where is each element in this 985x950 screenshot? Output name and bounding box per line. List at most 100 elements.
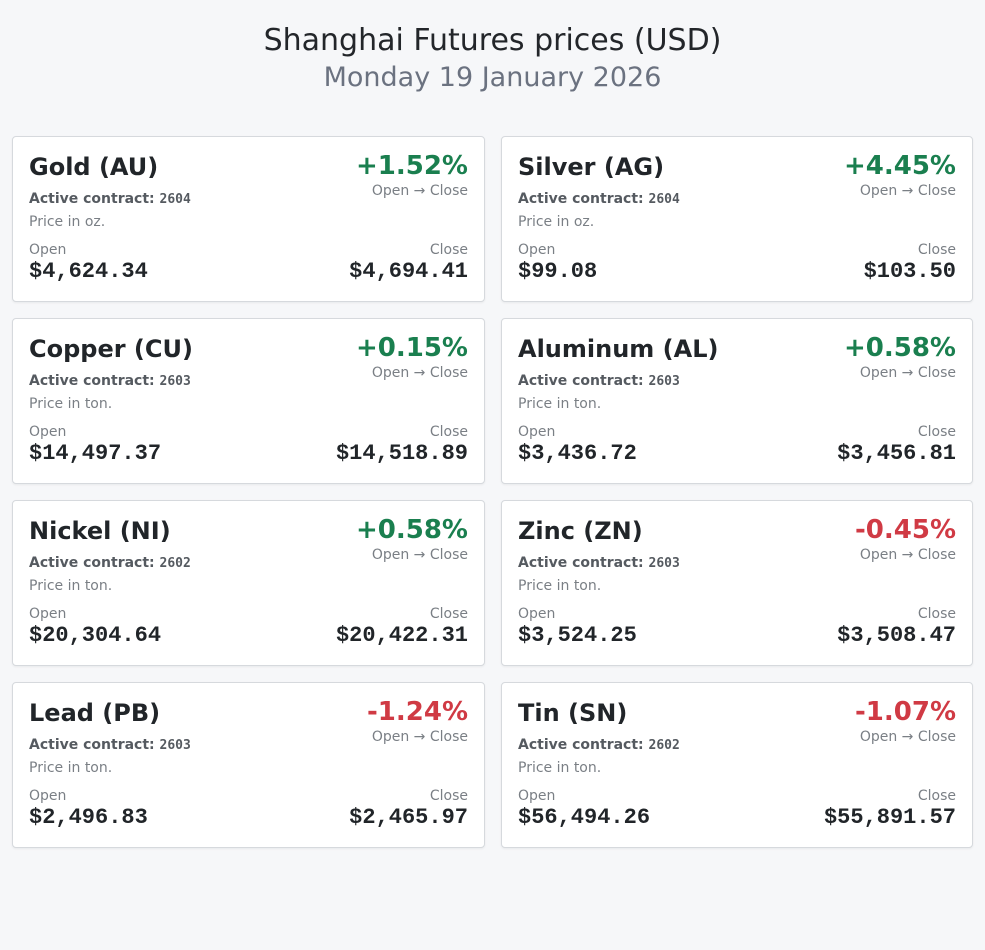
active-contract-code: 2603 [648,374,680,389]
open-label: Open [518,242,556,258]
commodity-name: Lead (PB) [29,699,161,727]
close-label: Close [917,606,956,622]
price-unit: Price in ton. [29,760,113,776]
open-label: Open [518,424,556,440]
open-price: $14,497.37 [29,441,162,466]
open-label: Open [29,424,67,440]
close-price: $2,465.97 [349,805,468,830]
price-unit: Price in oz. [518,214,595,230]
close-price: $14,518.89 [335,441,468,466]
close-label: Close [429,424,468,440]
close-price: $20,422.31 [335,623,468,648]
active-contract: Active contract: 2603 [518,372,680,391]
active-contract: Active contract: 2603 [518,554,680,573]
price-change-percent: +1.52% [356,151,468,181]
open-label: Open [29,242,67,258]
active-contract: Active contract: 2604 [518,190,680,209]
price-unit: Price in oz. [29,214,106,230]
active-contract: Active contract: 2602 [518,736,680,755]
active-contract: Active contract: 2603 [29,372,191,391]
futures-card: Zinc (ZN) -0.45% Open → Close Active con… [501,500,973,666]
futures-card: Gold (AU) +1.52% Open → Close Active con… [12,136,485,302]
open-label: Open [29,788,67,804]
change-caption: Open → Close [371,183,468,199]
active-contract-label: Active contract: [29,555,155,571]
active-contract-code: 2603 [648,556,680,571]
open-price: $20,304.64 [29,623,162,648]
close-price: $103.50 [863,259,956,284]
change-caption: Open → Close [859,183,956,199]
commodity-name: Nickel (NI) [29,517,171,545]
close-price: $3,456.81 [837,441,956,466]
price-change-percent: +0.15% [356,333,468,363]
price-unit: Price in ton. [518,760,602,776]
price-unit: Price in ton. [518,578,602,594]
change-caption: Open → Close [859,365,956,381]
close-label: Close [429,242,468,258]
active-contract-label: Active contract: [29,373,155,389]
open-price: $56,494.26 [518,805,651,830]
change-caption: Open → Close [371,547,468,563]
price-unit: Price in ton. [518,396,602,412]
close-label: Close [429,788,468,804]
active-contract-code: 2603 [159,374,191,389]
commodity-name: Tin (SN) [518,699,628,727]
page-date: Monday 19 January 2026 [323,62,662,93]
active-contract-code: 2604 [648,192,680,207]
commodity-name: Zinc (ZN) [518,517,643,545]
active-contract: Active contract: 2604 [29,190,191,209]
active-contract-code: 2603 [159,738,191,753]
open-label: Open [518,788,556,804]
futures-card: Silver (AG) +4.45% Open → Close Active c… [501,136,973,302]
active-contract-label: Active contract: [518,191,644,207]
price-change-percent: +0.58% [356,515,468,545]
change-caption: Open → Close [371,365,468,381]
active-contract-code: 2602 [159,556,191,571]
active-contract-code: 2604 [159,192,191,207]
close-price: $3,508.47 [837,623,956,648]
commodity-name: Aluminum (AL) [518,335,719,363]
active-contract: Active contract: 2603 [29,736,191,755]
open-price: $2,496.83 [29,805,148,830]
price-change-percent: -1.07% [855,697,956,727]
futures-card: Nickel (NI) +0.58% Open → Close Active c… [12,500,485,666]
open-label: Open [518,606,556,622]
price-change-percent: -1.24% [367,697,468,727]
active-contract: Active contract: 2602 [29,554,191,573]
active-contract-label: Active contract: [29,191,155,207]
open-label: Open [29,606,67,622]
close-label: Close [429,606,468,622]
change-caption: Open → Close [859,547,956,563]
commodity-name: Gold (AU) [29,153,159,181]
futures-card: Aluminum (AL) +0.58% Open → Close Active… [501,318,973,484]
close-label: Close [917,424,956,440]
commodity-name: Copper (CU) [29,335,193,363]
open-price: $4,624.34 [29,259,148,284]
futures-card: Copper (CU) +0.15% Open → Close Active c… [12,318,485,484]
page-header: Shanghai Futures prices (USD) Monday 19 … [0,0,985,96]
active-contract-label: Active contract: [518,373,644,389]
close-price: $55,891.57 [823,805,956,830]
change-caption: Open → Close [371,729,468,745]
open-price: $3,436.72 [518,441,637,466]
price-unit: Price in ton. [29,396,113,412]
active-contract-label: Active contract: [518,555,644,571]
price-unit: Price in ton. [29,578,113,594]
futures-card: Tin (SN) -1.07% Open → Close Active cont… [501,682,973,848]
price-change-percent: +4.45% [844,151,956,181]
price-change-percent: +0.58% [844,333,956,363]
page-title: Shanghai Futures prices (USD) [263,23,722,58]
price-change-percent: -0.45% [855,515,956,545]
open-price: $3,524.25 [518,623,637,648]
close-label: Close [917,788,956,804]
change-caption: Open → Close [859,729,956,745]
close-label: Close [917,242,956,258]
open-price: $99.08 [518,259,598,284]
futures-card-grid: Gold (AU) +1.52% Open → Close Active con… [12,136,973,848]
futures-card: Lead (PB) -1.24% Open → Close Active con… [12,682,485,848]
close-price: $4,694.41 [349,259,468,284]
active-contract-label: Active contract: [518,737,644,753]
active-contract-code: 2602 [648,738,680,753]
commodity-name: Silver (AG) [518,153,665,181]
active-contract-label: Active contract: [29,737,155,753]
